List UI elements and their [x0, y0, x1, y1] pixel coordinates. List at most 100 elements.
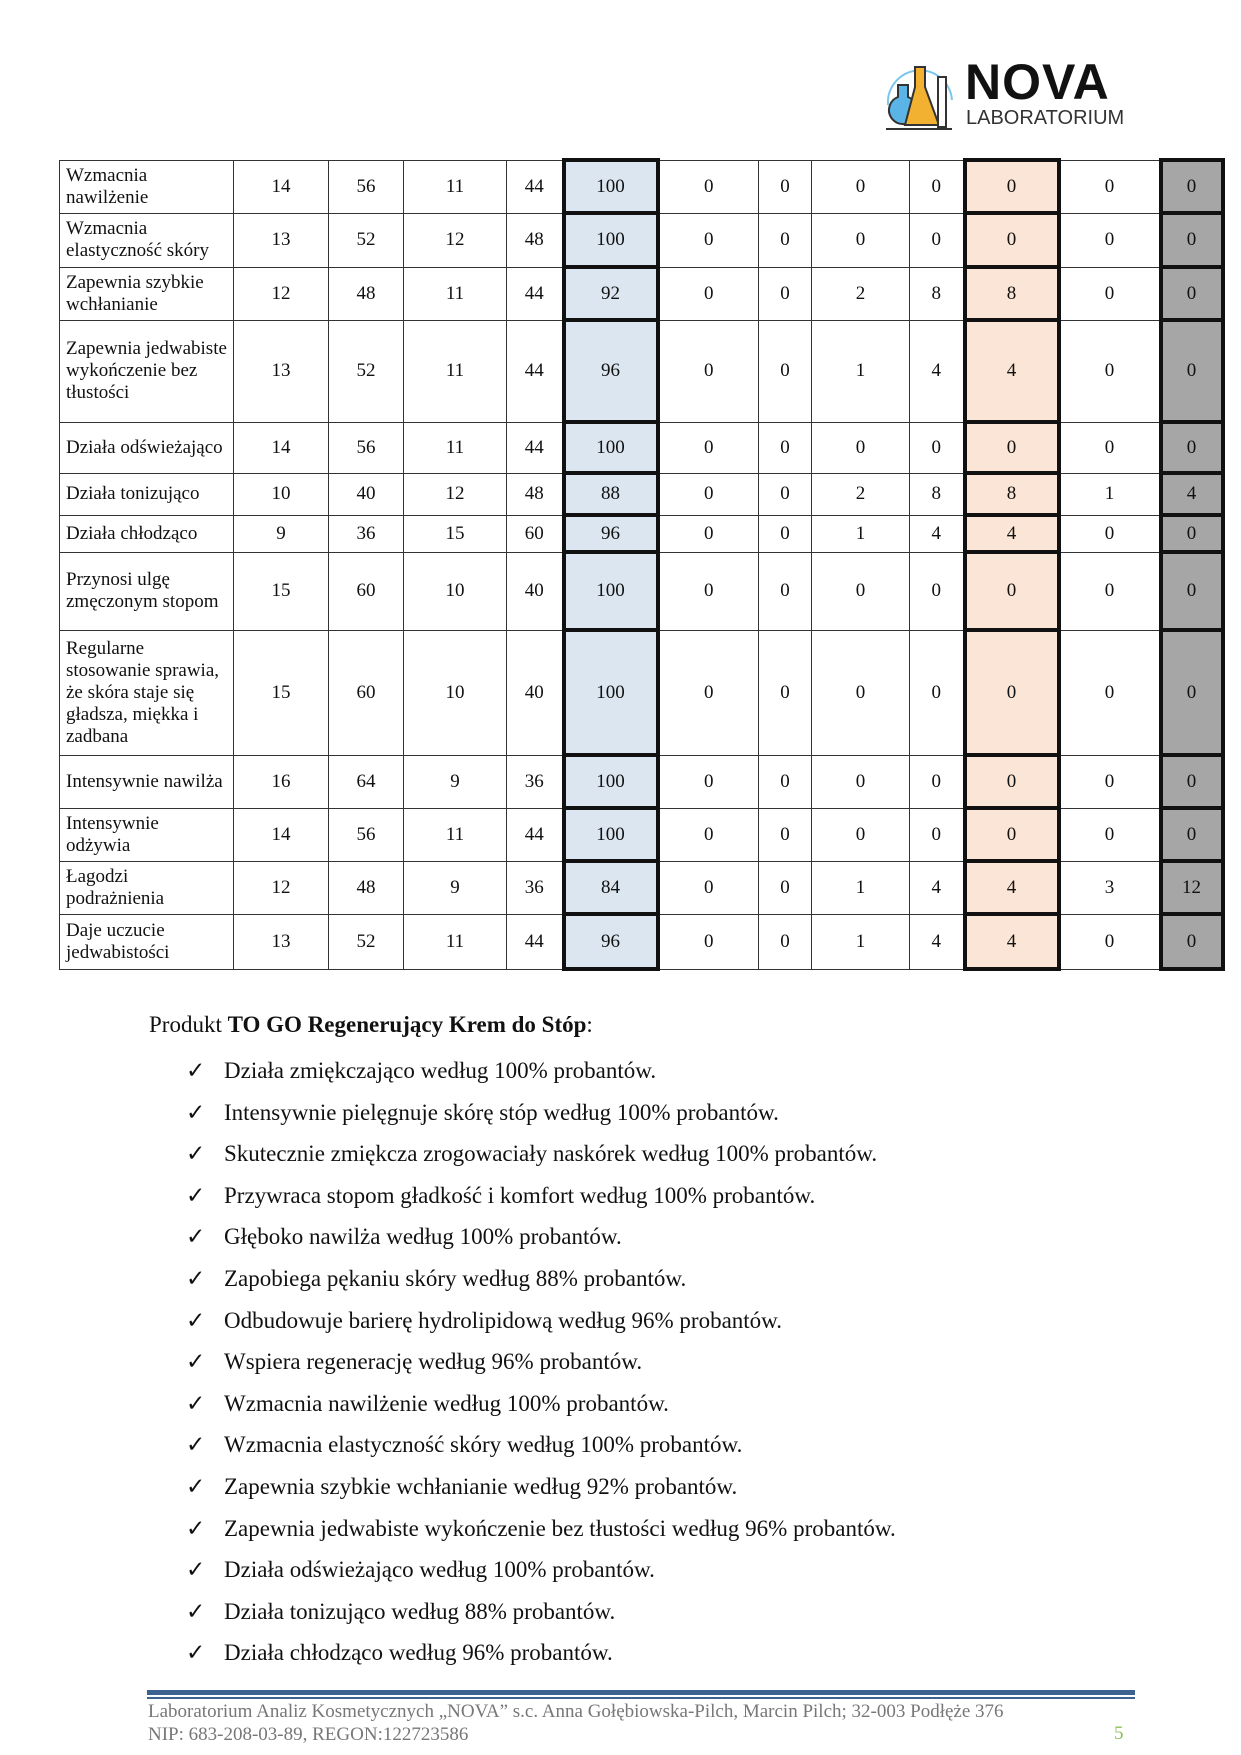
table-cell: 0: [1058, 319, 1161, 423]
table-row: Działa tonizująco 10 40 12 48 88 0 0 2 8 8 1 4: [59, 471, 1225, 517]
table-cell: 10: [403, 629, 507, 756]
table-cell: 9: [403, 860, 507, 915]
checkmark-icon: ✓: [186, 1515, 206, 1541]
table-cell: 100: [561, 628, 660, 757]
claim-text: Działa odświeżająco według 100% probantó…: [224, 1557, 655, 1583]
list-item: ✓ Intensywnie pielęgnuje skórę stóp wedłu…: [186, 1097, 896, 1139]
table-cell: 60: [506, 514, 564, 553]
table-cell: 13: [233, 212, 329, 268]
checkmark-icon: ✓: [186, 1640, 206, 1666]
table-cell: 0: [811, 629, 910, 756]
table-cell: 13: [233, 913, 329, 970]
list-item: ✓ Działa zmiękczająco według 100% probant…: [186, 1055, 896, 1097]
table-cell: 12: [233, 266, 329, 321]
table-cell: 0: [909, 807, 965, 862]
table-cell: 40: [328, 472, 404, 516]
list-item: ✓ Zapobiega pękaniu skóry według 88% prob…: [186, 1263, 896, 1305]
table-row: Łagodzi podrażnienia 12 48 9 36 84 0 0 1 4 4 3 12: [59, 859, 1225, 916]
table-cell: 4: [962, 859, 1061, 916]
table-cell: 96: [561, 513, 660, 554]
table-cell: 100: [561, 158, 660, 215]
list-item: ✓ Zapewnia jedwabiste wykończenie bez tłu…: [186, 1513, 896, 1555]
table-cell: 44: [506, 913, 564, 970]
table-cell: 0: [811, 212, 910, 268]
table-row: Regularne stosowanie sprawia, że skóra s…: [59, 628, 1225, 757]
table-cell: 1: [811, 860, 910, 915]
table-cell: 0: [1158, 158, 1225, 215]
table-cell: 11: [403, 159, 507, 214]
table-row: Działa odświeżająco 14 56 11 44 100 0 0 0 0 0 0 0: [59, 420, 1225, 475]
checkmark-icon: ✓: [186, 1182, 206, 1208]
table-cell: 0: [758, 629, 812, 756]
table-cell: 44: [506, 266, 564, 321]
table-cell: 0: [1058, 913, 1161, 970]
claim-text: Działa chłodząco według 96% probantów.: [224, 1640, 613, 1666]
table-cell: 0: [811, 159, 910, 214]
table-cell: 52: [328, 913, 404, 970]
table-cell: 11: [403, 421, 507, 474]
table-cell: 100: [561, 211, 660, 269]
table-cell: 2: [811, 266, 910, 321]
row-label: Regularne stosowanie sprawia, że skóra s…: [59, 629, 234, 756]
claim-text: Wzmacnia elastyczność skóry według 100% …: [224, 1432, 743, 1458]
table-cell: 0: [909, 212, 965, 268]
row-label: Zapewnia szybkie wchłanianie: [59, 266, 234, 321]
table-cell: 0: [1058, 514, 1161, 553]
table-cell: 1: [1058, 472, 1161, 516]
table-cell: 44: [506, 421, 564, 474]
table-cell: 0: [1158, 513, 1225, 554]
table-cell: 100: [561, 420, 660, 475]
checkmark-icon: ✓: [186, 1141, 206, 1167]
table-cell: 0: [657, 159, 759, 214]
list-item: ✓ Odbudowuje barierę hydrolipidową według…: [186, 1305, 896, 1347]
table-cell: 0: [758, 421, 812, 474]
table-cell: 56: [328, 159, 404, 214]
table-cell: 0: [909, 159, 965, 214]
checkmark-icon: ✓: [186, 1099, 206, 1125]
table-cell: 0: [1058, 421, 1161, 474]
claim-text: Działa zmiękczająco według 100% probantó…: [224, 1058, 657, 1083]
row-label: Intensywnie odżywia: [59, 807, 234, 862]
table-cell: 8: [962, 471, 1061, 517]
table-cell: 0: [657, 551, 759, 631]
table-cell: 3: [1058, 860, 1161, 915]
table-cell: 15: [403, 514, 507, 553]
table-cell: 4: [962, 513, 1061, 554]
table-cell: 0: [657, 913, 759, 970]
table-cell: 0: [1158, 265, 1225, 322]
table-cell: 0: [811, 754, 910, 809]
table-cell: 0: [811, 421, 910, 474]
claim-text: Odbudowuje barierę hydrolipidową według …: [224, 1307, 783, 1333]
table-cell: 0: [758, 266, 812, 321]
claim-text: Głęboko nawilża według 100% probantów.: [224, 1224, 622, 1250]
table-cell: 14: [233, 807, 329, 862]
table-row: Wzmacnia nawilżenie 14 56 11 44 100 0 0 0 0 0 0 0: [59, 158, 1225, 215]
list-item: ✓ Wzmacnia nawilżenie według 100% probant…: [186, 1388, 896, 1430]
checkmark-icon: ✓: [186, 1390, 206, 1416]
row-label: Wzmacnia nawilżenie: [59, 159, 234, 214]
checkmark-icon: ✓: [186, 1473, 206, 1499]
claim-text: Przywraca stopom gładkość i komfort wedł…: [224, 1182, 816, 1208]
claim-text: Skutecznie zmiękcza zrogowaciały naskóre…: [224, 1141, 878, 1167]
product-name: TO GO Regenerujący Krem do Stóp: [227, 1012, 587, 1037]
footer-ids: NIP: 683-208-03-89, REGON:122723586: [148, 1724, 469, 1745]
table-cell: 56: [328, 421, 404, 474]
table-cell: 36: [506, 754, 564, 809]
table-cell: 60: [328, 551, 404, 631]
row-label: Wzmacnia elastyczność skóry: [59, 212, 234, 268]
table-cell: 0: [1058, 266, 1161, 321]
table-cell: 36: [506, 860, 564, 915]
table-cell: 0: [1058, 551, 1161, 631]
table-cell: 4: [909, 514, 965, 553]
table-cell: 52: [328, 319, 404, 423]
table-cell: 4: [909, 860, 965, 915]
table-cell: 12: [403, 212, 507, 268]
table-cell: 0: [811, 807, 910, 862]
table-cell: 12: [233, 860, 329, 915]
table-cell: 4: [909, 913, 965, 970]
table-cell: 60: [328, 629, 404, 756]
table-cell: 0: [758, 860, 812, 915]
nova-logo: NOVA LABORATORIUM: [880, 55, 1130, 135]
table-cell: 0: [962, 628, 1061, 757]
table-cell: 4: [909, 319, 965, 423]
